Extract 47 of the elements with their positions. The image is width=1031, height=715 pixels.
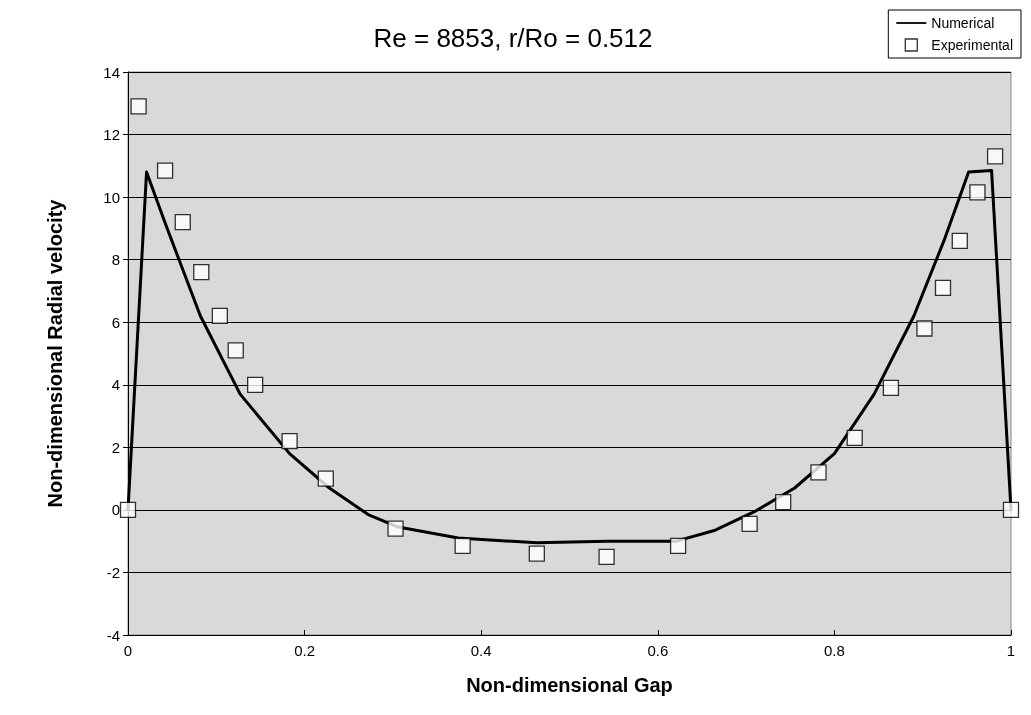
point bbox=[741, 515, 758, 533]
point bbox=[156, 162, 174, 179]
y-tick-label: 12 bbox=[103, 126, 120, 144]
point bbox=[969, 184, 986, 201]
x-tick-label: 0 bbox=[123, 642, 133, 659]
point bbox=[810, 464, 827, 481]
point bbox=[211, 307, 228, 325]
point bbox=[1002, 501, 1020, 519]
x-axis-title: Non-dimensional Gap bbox=[466, 674, 673, 696]
x-tick-label: 0.6 bbox=[647, 642, 669, 659]
point bbox=[669, 537, 687, 555]
point bbox=[281, 432, 298, 450]
point bbox=[193, 264, 210, 281]
y-axis-title: Non-dimensional Radial velocity bbox=[44, 198, 66, 508]
x-tick-label: 0.4 bbox=[470, 642, 492, 659]
y-tick-label: 10 bbox=[103, 188, 120, 206]
x-tick-label: 0.2 bbox=[294, 642, 316, 659]
legend-label: Experimental bbox=[931, 37, 1013, 53]
point bbox=[454, 537, 471, 555]
point bbox=[986, 148, 1004, 165]
y-tick-label: -2 bbox=[106, 563, 120, 581]
point bbox=[317, 470, 334, 487]
point bbox=[247, 376, 264, 393]
point bbox=[174, 213, 191, 231]
point bbox=[846, 429, 863, 447]
x-tick-label: 1 bbox=[1006, 642, 1016, 659]
point bbox=[528, 545, 545, 562]
y-tick-label: 2 bbox=[111, 438, 120, 456]
y-tick-label: 8 bbox=[111, 251, 120, 269]
y-tick-label: 0 bbox=[111, 501, 120, 519]
point bbox=[119, 501, 137, 519]
point bbox=[387, 520, 404, 537]
point bbox=[934, 279, 952, 296]
point bbox=[227, 342, 244, 359]
point bbox=[130, 98, 147, 115]
y-tick-label: -4 bbox=[106, 626, 120, 644]
point bbox=[882, 379, 900, 397]
point bbox=[951, 232, 968, 250]
y-tick-label: 6 bbox=[111, 313, 120, 331]
chart-title: Re = 8853, r/Ro = 0.512 bbox=[373, 23, 653, 53]
point bbox=[916, 320, 933, 337]
point bbox=[598, 548, 615, 565]
legend-label: Numerical bbox=[931, 15, 995, 31]
y-tick-label: 14 bbox=[103, 63, 120, 81]
y-tick-label: 4 bbox=[111, 376, 120, 394]
x-tick-label: 0.8 bbox=[823, 642, 845, 659]
point bbox=[775, 493, 792, 511]
